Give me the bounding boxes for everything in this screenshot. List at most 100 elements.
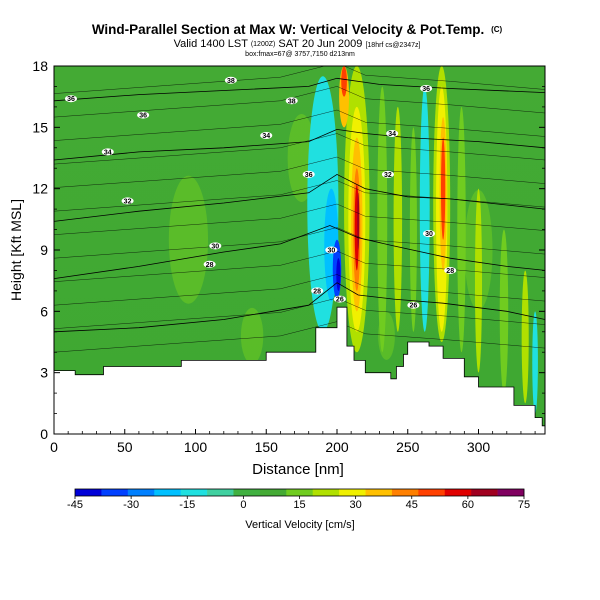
chart-subtitle-2: box:fmax=67@ 3757,7150 d213nm bbox=[245, 51, 355, 58]
contour-label: 32 bbox=[381, 170, 394, 179]
contour-label: 28 bbox=[203, 260, 216, 269]
colorbar-tick-label: -30 bbox=[123, 499, 139, 511]
colorbar-tick-label: 60 bbox=[462, 499, 474, 511]
contour-label: 26 bbox=[407, 301, 420, 310]
colorbar-swatch bbox=[339, 489, 366, 496]
contour-label-bg bbox=[444, 266, 457, 274]
isentrope-line bbox=[54, 77, 545, 102]
contour-label-text: 36 bbox=[305, 172, 313, 179]
colorbar-swatch bbox=[312, 489, 340, 496]
colorbar-swatch bbox=[418, 489, 446, 496]
contour-label-text: 30 bbox=[425, 231, 433, 238]
x-axis: 0 50 100 150 200 250 300 bbox=[50, 429, 536, 455]
x-tick-label: 150 bbox=[255, 439, 279, 455]
contour-label-text: 26 bbox=[410, 303, 418, 310]
contour-label-text: 36 bbox=[67, 96, 75, 103]
w-band bbox=[440, 137, 446, 240]
contour-label: 36 bbox=[420, 84, 433, 93]
isentrope-line bbox=[54, 128, 545, 161]
contour-label: 28 bbox=[311, 287, 324, 295]
isentrope-line bbox=[54, 274, 545, 306]
contour-label: 38 bbox=[224, 76, 237, 85]
contour-label-bg bbox=[285, 97, 298, 105]
w-band bbox=[377, 86, 388, 353]
contour-label-bg bbox=[121, 197, 134, 205]
isentrope-line bbox=[54, 86, 545, 118]
colorbar: -45 -30 -15 0 15 30 45 60 75 bbox=[67, 488, 530, 511]
x-tick-label: 100 bbox=[184, 439, 208, 455]
contour-label: 34 bbox=[101, 148, 114, 156]
w-band bbox=[474, 188, 483, 373]
contour-label: 30 bbox=[422, 230, 435, 238]
y-tick-label: 3 bbox=[40, 365, 48, 381]
contour-label-text: 34 bbox=[104, 149, 112, 156]
contour-label-bg bbox=[137, 111, 150, 119]
chart-title: Wind-Parallel Section at Max W: Vertical… bbox=[92, 22, 503, 37]
x-tick-label: 250 bbox=[396, 439, 420, 455]
contour-label-text: 28 bbox=[313, 288, 321, 295]
w-band bbox=[532, 311, 538, 414]
contour-label-text: 30 bbox=[211, 243, 219, 250]
colorbar-tick-label: 15 bbox=[293, 499, 305, 511]
contour-label: 36 bbox=[302, 170, 315, 179]
colorbar-swatch bbox=[259, 489, 287, 496]
isentrope-line bbox=[54, 282, 545, 333]
colorbar-swatch bbox=[207, 489, 234, 496]
isentropes bbox=[54, 66, 545, 353]
contour-label-text: 38 bbox=[288, 98, 296, 105]
colorbar-swatch bbox=[391, 489, 419, 496]
colorbar-swatch bbox=[233, 489, 261, 496]
velocity-field bbox=[168, 66, 538, 414]
contour-label-text: 36 bbox=[422, 86, 430, 93]
colorbar-swatch bbox=[365, 489, 393, 496]
y-tick-label: 18 bbox=[32, 58, 48, 74]
colorbar-swatch bbox=[471, 489, 498, 496]
contour-label-bg bbox=[203, 260, 216, 268]
contour-label-bg bbox=[422, 230, 435, 238]
plot-area: 36 38 36 38 36 34 34 34 36 32 32 30 30 28 30 28 28 26 26 bbox=[54, 66, 545, 434]
x-tick-label: 0 bbox=[50, 439, 58, 455]
contour-label-bg bbox=[381, 170, 394, 178]
w-band bbox=[168, 175, 209, 304]
contour-label: 30 bbox=[325, 246, 338, 255]
isentrope-line bbox=[54, 225, 545, 279]
colorbar-swatch bbox=[497, 489, 525, 496]
colorbar-swatch bbox=[154, 489, 181, 496]
isentrope-line bbox=[54, 173, 545, 222]
contour-label: 36 bbox=[64, 95, 77, 103]
contour-label-text: 32 bbox=[124, 198, 132, 205]
contour-label-bg bbox=[311, 287, 324, 295]
contour-label: 32 bbox=[121, 197, 134, 205]
contour-label-text: 28 bbox=[446, 268, 454, 275]
colorbar-tick-label: -15 bbox=[179, 499, 195, 511]
colorbar-swatch bbox=[101, 489, 129, 496]
w-band bbox=[419, 86, 430, 332]
colorbar-swatch bbox=[286, 489, 313, 496]
colorbar-tick-label: 0 bbox=[240, 499, 246, 511]
y-tick-label: 0 bbox=[40, 426, 48, 442]
contour-label-text: 30 bbox=[327, 248, 335, 255]
y-tick-label: 6 bbox=[40, 303, 48, 319]
contour-label: 30 bbox=[209, 242, 222, 250]
w-band bbox=[521, 270, 529, 404]
contour-label-bg bbox=[386, 129, 399, 137]
contour-label-text: 26 bbox=[336, 297, 344, 304]
isentrope-line bbox=[54, 156, 545, 188]
contour-label: 26 bbox=[333, 295, 346, 304]
contour-label-bg bbox=[101, 148, 114, 156]
x-tick-label: 200 bbox=[325, 439, 349, 455]
isentrope-line bbox=[54, 109, 545, 141]
isentrope-line bbox=[54, 227, 545, 259]
y-tick-label: 12 bbox=[32, 181, 48, 197]
colorbar-swatch bbox=[127, 489, 155, 496]
w-band bbox=[341, 66, 347, 97]
contour-label: 28 bbox=[444, 266, 457, 275]
colorbar-swatch bbox=[180, 489, 208, 496]
isentrope-line bbox=[54, 203, 545, 235]
colorbar-swatch bbox=[444, 489, 472, 496]
y-axis-label: Height [Kft MSL] bbox=[8, 199, 24, 301]
x-tick-label: 300 bbox=[467, 439, 491, 455]
contour-label-bg bbox=[64, 95, 77, 103]
contour-label-bg bbox=[302, 170, 315, 178]
